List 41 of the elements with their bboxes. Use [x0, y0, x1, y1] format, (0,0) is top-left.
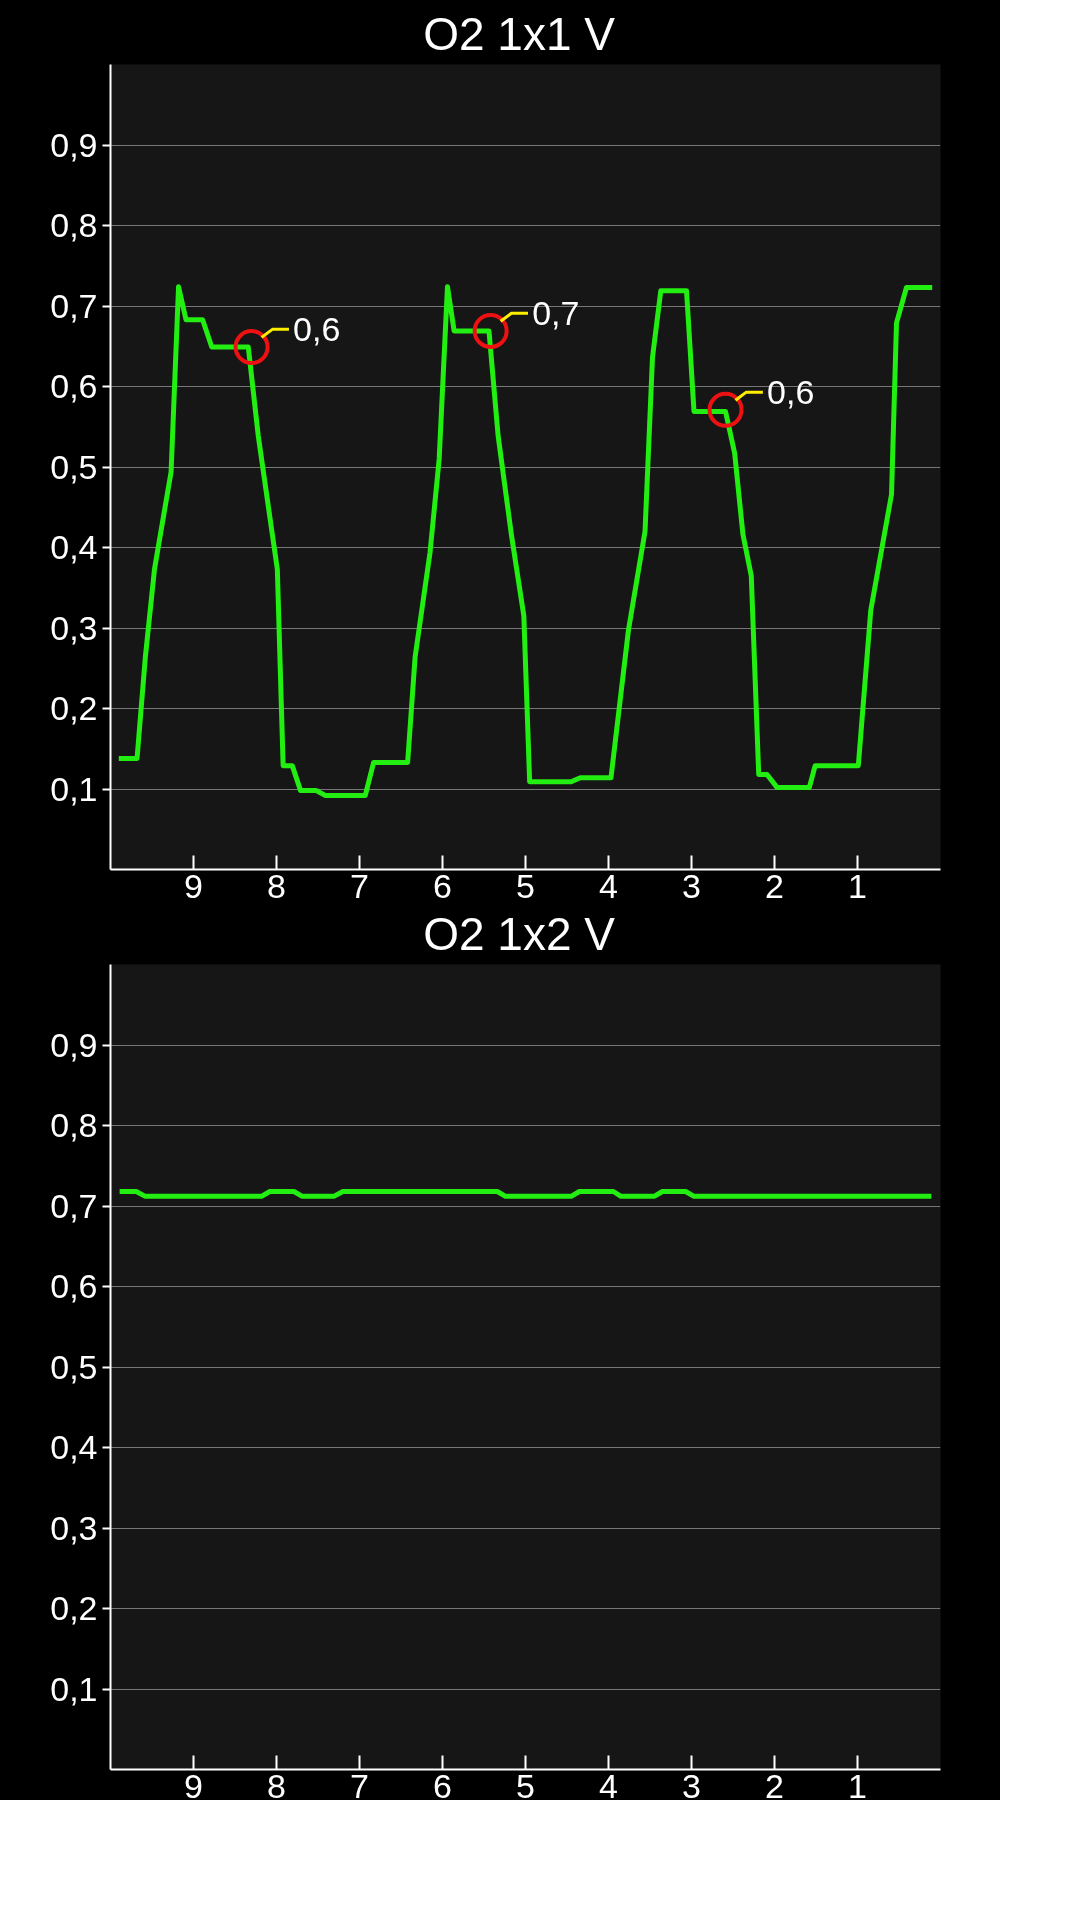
chart-title: O2 1x2 V [423, 907, 616, 960]
x-tick-label: 6 [433, 1766, 452, 1805]
x-tick-label: 4 [599, 1766, 618, 1805]
x-tick-label: 5 [516, 866, 535, 905]
y-tick-label: 0,6 [50, 1267, 98, 1305]
y-tick-label: 0,8 [50, 1106, 98, 1144]
annotation: 0,7 [532, 293, 580, 332]
x-tick-label: 1 [848, 866, 867, 905]
x-tick-label: 7 [350, 1766, 369, 1805]
x-tick-label: 1 [848, 1766, 867, 1805]
y-tick-label: 0,8 [50, 206, 98, 244]
x-tick-label: 5 [516, 1766, 535, 1805]
x-tick-label: 9 [184, 866, 203, 905]
y-tick-label: 0,4 [50, 1428, 98, 1466]
chart-title: O2 1x1 V [423, 7, 616, 60]
x-tick-label: 3 [682, 1766, 701, 1805]
y-tick-label: 0,3 [50, 608, 98, 647]
x-tick-label: 3 [682, 866, 701, 905]
x-tick-label: 2 [765, 866, 784, 905]
y-tick-label: 0,1 [50, 1669, 98, 1708]
y-tick-label: 0,9 [50, 125, 98, 164]
y-tick-label: 0,5 [50, 447, 98, 486]
x-tick-label: 4 [599, 866, 618, 905]
y-tick-label: 0,1 [50, 769, 98, 808]
y-tick-label: 0,7 [50, 286, 98, 325]
x-tick-label: 8 [267, 866, 286, 905]
y-tick-label: 0,7 [50, 1186, 98, 1225]
x-tick-label: 2 [765, 1766, 784, 1805]
y-tick-label: 0,4 [50, 528, 98, 566]
y-tick-label: 0,2 [50, 689, 98, 727]
x-tick-label: 6 [433, 866, 452, 905]
annotation: 0,6 [767, 372, 815, 411]
annotation: 0,6 [293, 309, 341, 348]
y-tick-label: 0,9 [50, 1025, 98, 1064]
y-tick-label: 0,5 [50, 1347, 98, 1386]
x-tick-label: 7 [350, 866, 369, 905]
y-tick-label: 0,3 [50, 1508, 98, 1547]
x-tick-label: 8 [267, 1766, 286, 1805]
y-tick-label: 0,2 [50, 1589, 98, 1627]
x-tick-label: 9 [184, 1766, 203, 1805]
y-tick-label: 0,6 [50, 367, 98, 405]
